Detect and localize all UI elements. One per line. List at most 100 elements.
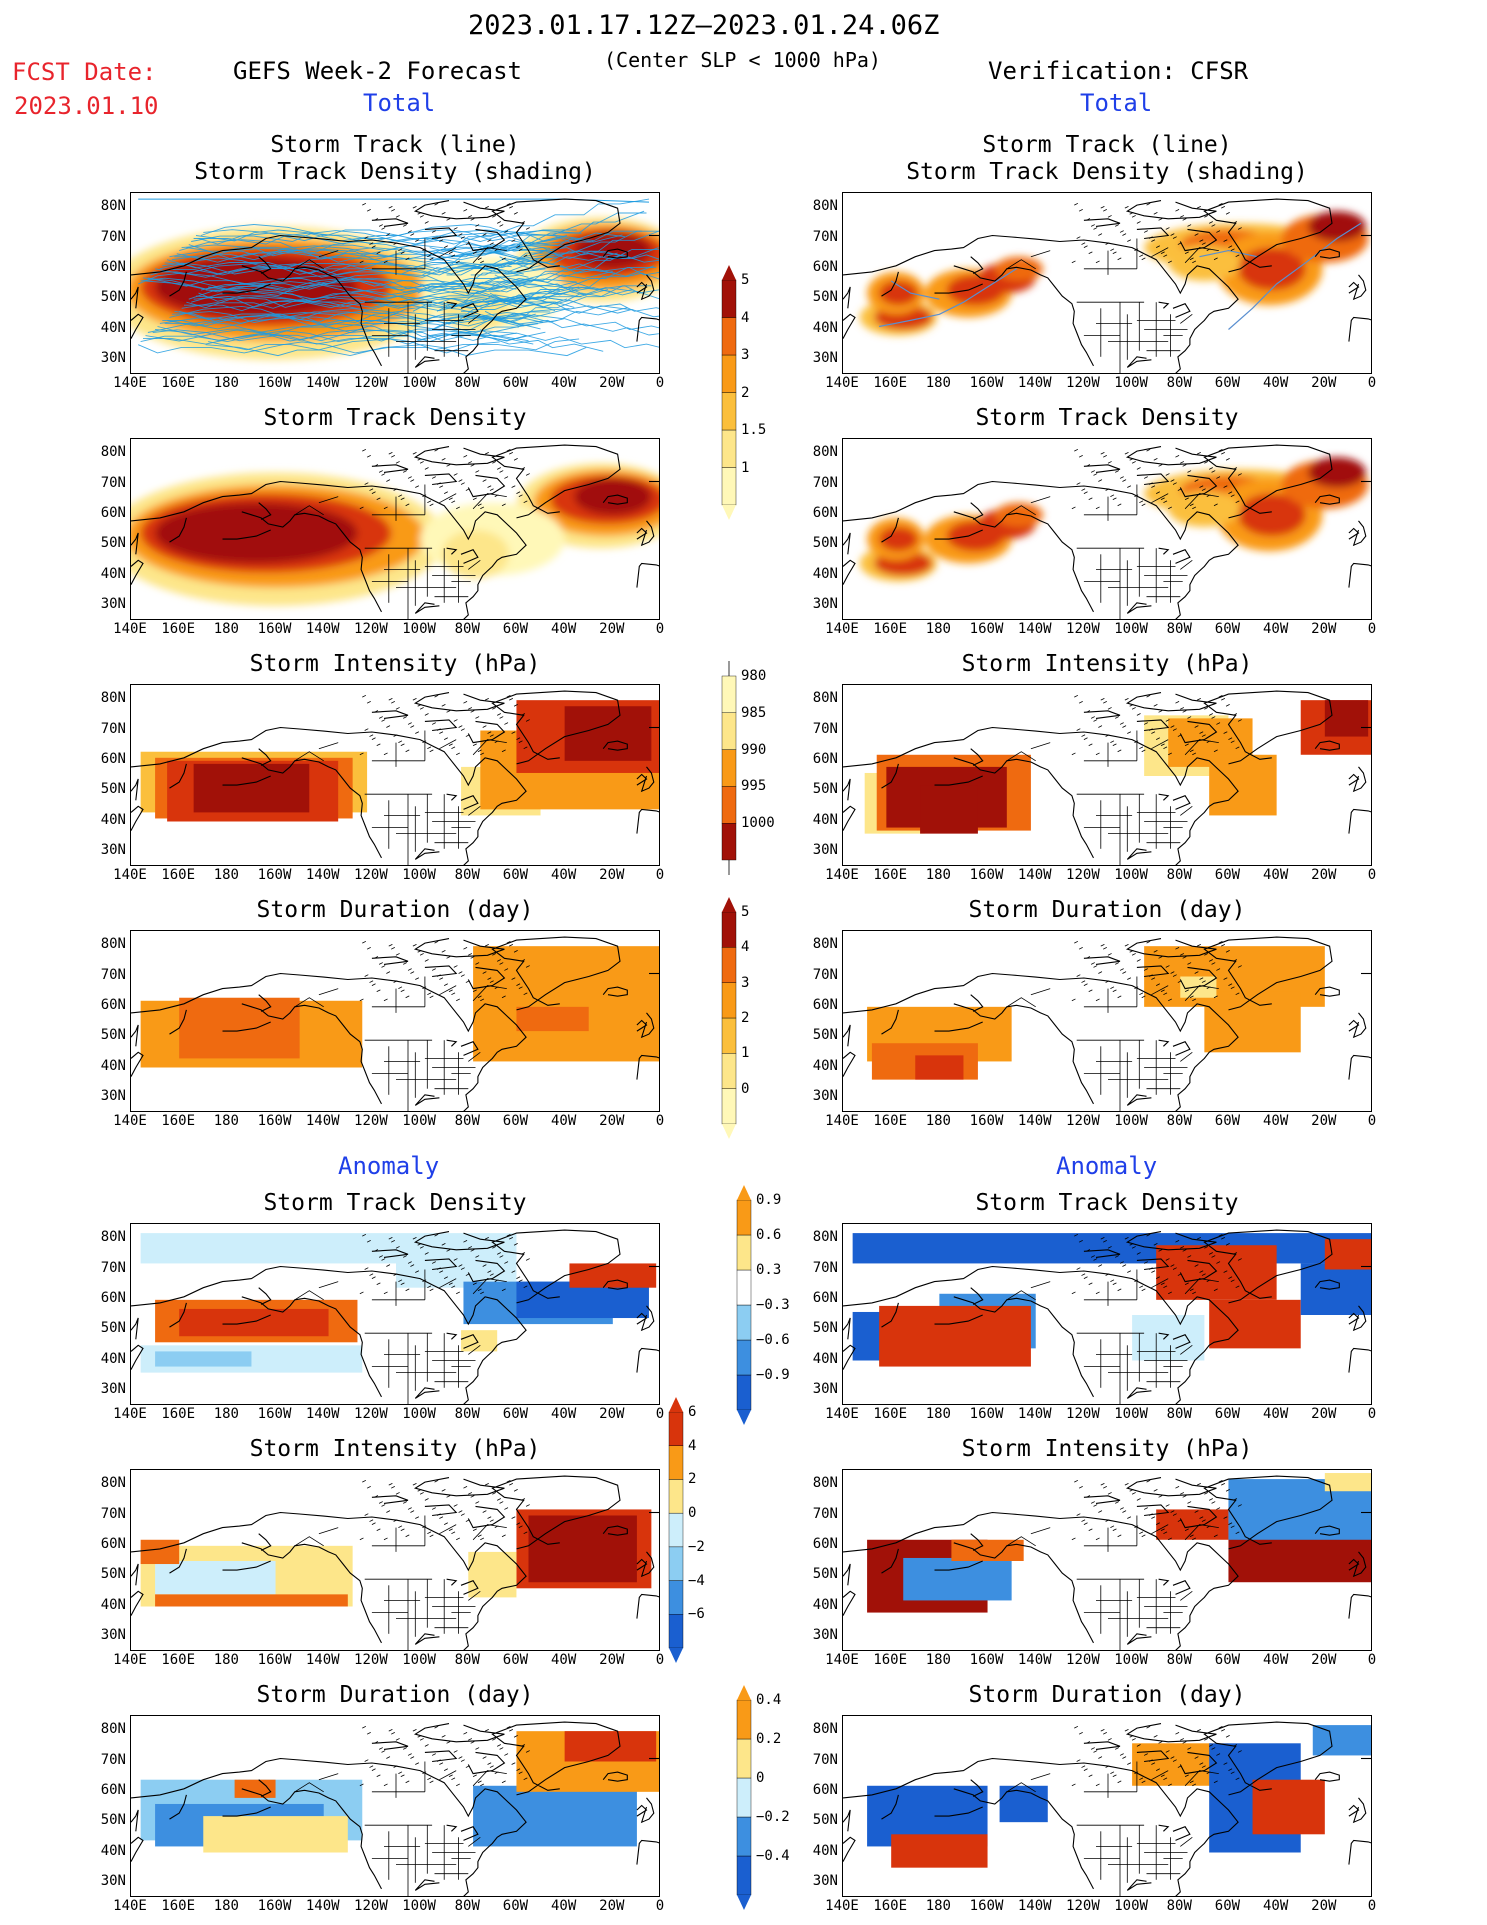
lon-tick-label: 20W <box>599 375 625 391</box>
lon-tick-label: 80W <box>1166 867 1192 883</box>
colorbar-total-duration-label: 1 <box>741 1045 750 1062</box>
lat-tick-label: 30N <box>100 349 126 366</box>
lon-tick-label: 180 <box>213 375 239 391</box>
colorbar-anom-duration-label: 0.4 <box>756 1692 782 1708</box>
lon-tick-label: 120W <box>354 1898 388 1914</box>
lat-tick-label: 70N <box>812 1751 838 1768</box>
lon-tick-label: 160W <box>969 1898 1004 1914</box>
lon-tick-label: 20W <box>1311 867 1337 883</box>
lon-tick-label: 20W <box>1311 1113 1337 1129</box>
lat-tick-label: 50N <box>100 1027 126 1044</box>
left-intensity-anom-panel <box>130 1469 660 1651</box>
right-track-panel <box>842 192 1372 374</box>
lon-tick-label: 180 <box>925 1898 951 1914</box>
lon-tick-label: 0 <box>655 1652 665 1668</box>
lon-tick-label: 40W <box>550 1898 577 1914</box>
lon-tick-label: 160W <box>257 1406 292 1422</box>
lon-tick-label: 60W <box>502 867 529 883</box>
left-total-label: Total <box>363 89 436 117</box>
colorbar-total-intensity-label: 995 <box>741 778 767 795</box>
lon-tick-label: 40W <box>1262 621 1289 637</box>
lon-tick-label: 180 <box>925 621 951 637</box>
lon-tick-label: 160E <box>873 375 908 391</box>
colorbar-total-density-label: 4 <box>741 309 750 326</box>
lon-tick-label: 180 <box>213 1898 239 1914</box>
lon-tick-label: 0 <box>1367 375 1377 391</box>
lon-tick-label: 80W <box>1166 1898 1192 1914</box>
lon-tick-label: 0 <box>655 1898 665 1914</box>
lon-tick-label: 180 <box>213 1113 239 1129</box>
lat-tick-label: 80N <box>100 936 126 953</box>
right-intensity-title: Storm Intensity (hPa) <box>961 651 1253 677</box>
lon-tick-label: 0 <box>1367 1406 1377 1422</box>
colorbar-anom-duration-label: 0 <box>756 1770 765 1786</box>
lon-tick-label: 80W <box>454 1113 480 1129</box>
right-anom-intensity-title: Storm Intensity (hPa) <box>961 1436 1253 1462</box>
lat-tick-label: 70N <box>100 1259 126 1276</box>
lon-tick-label: 140W <box>1017 1652 1052 1668</box>
lat-tick-label: 70N <box>812 1505 838 1522</box>
lat-tick-label: 70N <box>812 474 838 491</box>
lon-tick-label: 100W <box>402 1652 436 1668</box>
colorbar-anom-density-label: 0.3 <box>756 1262 782 1278</box>
lon-tick-label: 160W <box>969 375 1004 391</box>
lon-tick-label: 140W <box>305 1898 340 1914</box>
lon-tick-label: 140W <box>305 1113 340 1129</box>
lon-tick-label: 40W <box>550 1652 577 1668</box>
right-anom-density-panel <box>842 1223 1372 1405</box>
right-intensity-anom-panel <box>842 1469 1372 1651</box>
lat-tick-label: 60N <box>100 1535 126 1552</box>
lat-tick-label: 40N <box>812 565 838 582</box>
lon-tick-label: 80W <box>1166 1406 1192 1422</box>
left-density-panel <box>130 438 660 620</box>
lon-tick-label: 120W <box>354 867 388 883</box>
right-anom-duration-title: Storm Duration (day) <box>968 1682 1246 1708</box>
lon-tick-label: 60W <box>1214 1652 1241 1668</box>
lat-tick-label: 50N <box>812 289 838 306</box>
lat-tick-label: 50N <box>100 289 126 306</box>
lat-tick-label: 60N <box>812 504 838 521</box>
lon-tick-label: 100W <box>402 1898 436 1914</box>
lon-tick-label: 160E <box>161 621 196 637</box>
lon-tick-label: 20W <box>599 1652 625 1668</box>
lon-tick-label: 60W <box>1214 621 1241 637</box>
lat-tick-label: 30N <box>100 1380 126 1397</box>
lat-tick-label: 60N <box>100 996 126 1013</box>
lon-tick-label: 160W <box>257 1652 292 1668</box>
lat-tick-label: 30N <box>812 595 838 612</box>
lat-tick-label: 80N <box>812 1475 838 1492</box>
lon-tick-label: 180 <box>925 1406 951 1422</box>
lon-tick-label: 160W <box>969 867 1004 883</box>
lon-tick-label: 80W <box>454 375 480 391</box>
left-duration-panel <box>130 930 660 1112</box>
lat-tick-label: 60N <box>812 1289 838 1306</box>
lon-tick-label: 120W <box>354 1406 388 1422</box>
left-intensity-title: Storm Intensity (hPa) <box>249 651 541 677</box>
colorbar-anom-intensity-label: 4 <box>688 1437 697 1454</box>
colorbar-anom-density <box>736 1185 752 1425</box>
lon-tick-label: 20W <box>599 1898 625 1914</box>
lon-tick-label: 0 <box>655 1113 665 1129</box>
lon-tick-label: 100W <box>402 1113 436 1129</box>
lon-tick-label: 60W <box>1214 1898 1241 1914</box>
lat-tick-label: 30N <box>812 1626 838 1643</box>
lat-tick-label: 70N <box>100 474 126 491</box>
lon-tick-label: 140W <box>1017 1113 1052 1129</box>
lon-tick-label: 140E <box>825 1898 859 1914</box>
lon-tick-label: 180 <box>925 1113 951 1129</box>
right-total-label: Total <box>1080 89 1153 117</box>
colorbar-total-density <box>721 265 737 520</box>
fcst-date-value: 2023.01.10 <box>14 92 159 120</box>
colorbar-anom-duration-label: −0.2 <box>756 1809 790 1825</box>
slp-criterion: (Center SLP < 1000 hPa) <box>604 48 881 72</box>
lat-tick-label: 80N <box>100 690 126 707</box>
right-anomaly-label: Anomaly <box>1056 1152 1158 1180</box>
lon-tick-label: 40W <box>550 1406 577 1422</box>
lon-tick-label: 140W <box>1017 867 1052 883</box>
lat-tick-label: 40N <box>812 1350 838 1367</box>
lon-tick-label: 20W <box>1311 621 1337 637</box>
lat-tick-label: 80N <box>100 1229 126 1246</box>
right-duration-anom-panel <box>842 1715 1372 1897</box>
lat-tick-label: 70N <box>100 720 126 737</box>
lon-tick-label: 140W <box>305 1652 340 1668</box>
